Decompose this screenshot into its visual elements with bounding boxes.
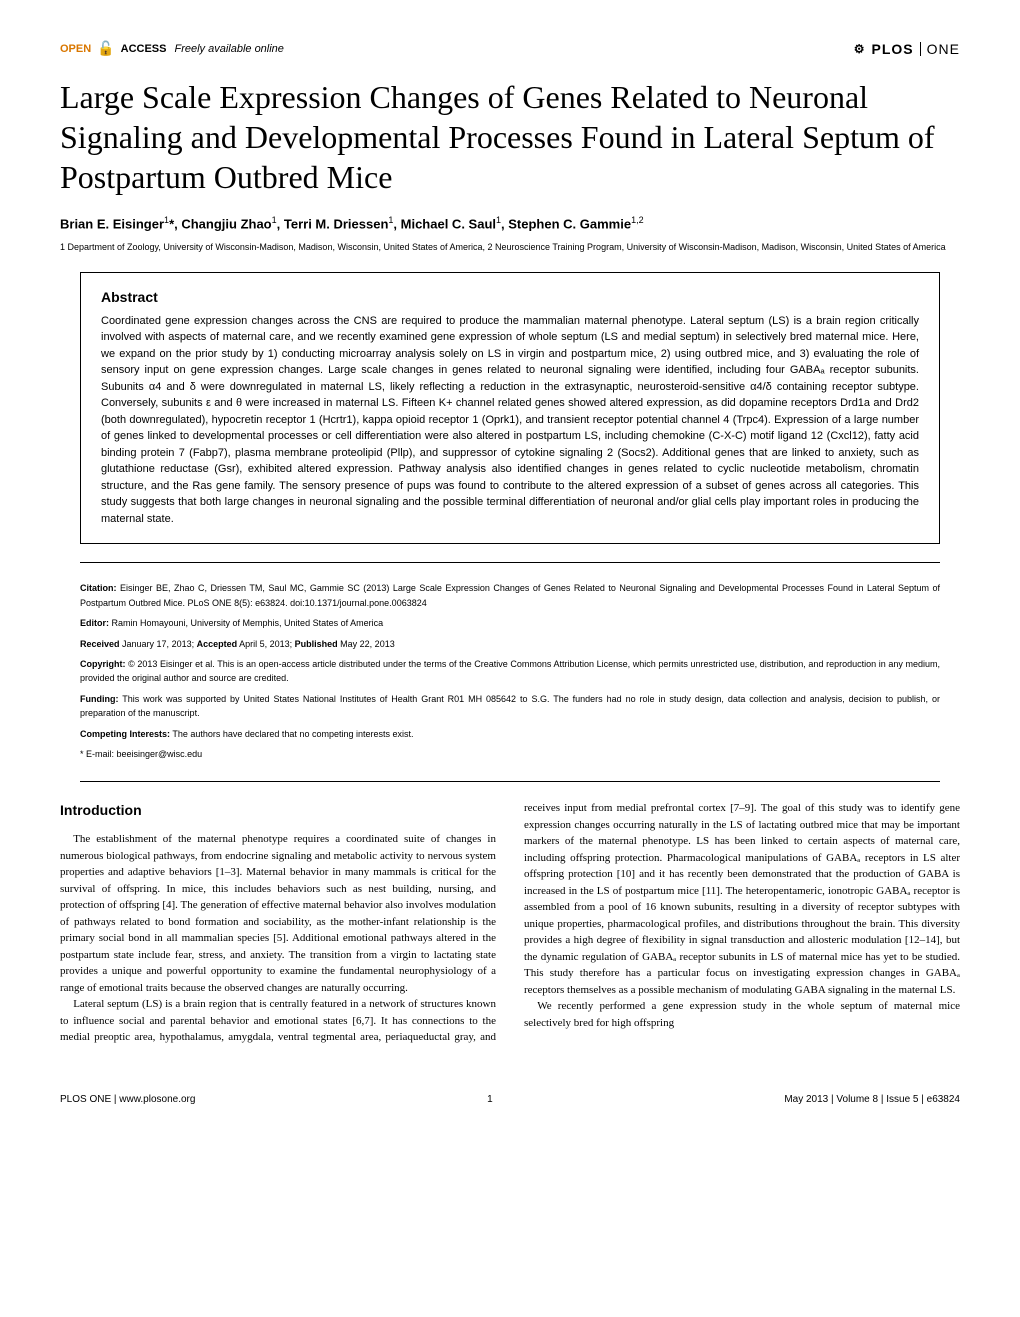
accepted-text: April 5, 2013; bbox=[237, 639, 295, 649]
divider bbox=[920, 42, 921, 56]
accepted-label: Accepted bbox=[197, 639, 238, 649]
gear-icon: ⚙ bbox=[854, 42, 866, 56]
footer-right: May 2013 | Volume 8 | Issue 5 | e63824 bbox=[784, 1094, 960, 1105]
open-access-access: ACCESS bbox=[121, 43, 167, 55]
body-columns: Introduction The establishment of the ma… bbox=[60, 800, 960, 1046]
divider-line-2 bbox=[80, 781, 940, 782]
abstract-box: Abstract Coordinated gene expression cha… bbox=[80, 272, 940, 545]
received-text: January 17, 2013; bbox=[120, 639, 197, 649]
competing-label: Competing Interests: bbox=[80, 729, 170, 739]
footer-center: 1 bbox=[487, 1094, 493, 1105]
journal-logo: ⚙ PLOS ONE bbox=[854, 41, 960, 57]
editor-label: Editor: bbox=[80, 618, 109, 628]
open-access-tagline: Freely available online bbox=[174, 43, 283, 55]
editor-line: Editor: Ramin Homayouni, University of M… bbox=[80, 616, 940, 630]
published-label: Published bbox=[295, 639, 338, 649]
journal-one: ONE bbox=[927, 41, 960, 57]
authors-line: Brian E. Eisinger1*, Changjiu Zhao1, Ter… bbox=[60, 215, 960, 231]
copyright-line: Copyright: © 2013 Eisinger et al. This i… bbox=[80, 657, 940, 686]
abstract-text: Coordinated gene expression changes acro… bbox=[101, 313, 919, 528]
funding-label: Funding: bbox=[80, 694, 118, 704]
copyright-text: © 2013 Eisinger et al. This is an open-a… bbox=[80, 659, 940, 683]
open-access-badge: OPEN 🔓 ACCESS Freely available online bbox=[60, 40, 284, 57]
affiliations: 1 Department of Zoology, University of W… bbox=[60, 241, 960, 254]
divider-line bbox=[80, 562, 940, 563]
funding-text: This work was supported by United States… bbox=[80, 694, 940, 718]
published-text: May 22, 2013 bbox=[338, 639, 395, 649]
email-line: * E-mail: beeisinger@wisc.edu bbox=[80, 747, 940, 761]
metadata-block: Citation: Eisinger BE, Zhao C, Driessen … bbox=[80, 581, 940, 761]
abstract-heading: Abstract bbox=[101, 289, 919, 305]
intro-p3: We recently performed a gene expression … bbox=[524, 998, 960, 1031]
competing-line: Competing Interests: The authors have de… bbox=[80, 727, 940, 741]
funding-line: Funding: This work was supported by Unit… bbox=[80, 692, 940, 721]
page-footer: PLOS ONE | www.plosone.org 1 May 2013 | … bbox=[60, 1086, 960, 1105]
intro-p1: The establishment of the maternal phenot… bbox=[60, 831, 496, 996]
citation-label: Citation: bbox=[80, 583, 117, 593]
copyright-label: Copyright: bbox=[80, 659, 126, 669]
editor-text: Ramin Homayouni, University of Memphis, … bbox=[109, 618, 383, 628]
dates-line: Received January 17, 2013; Accepted Apri… bbox=[80, 637, 940, 651]
citation-line: Citation: Eisinger BE, Zhao C, Driessen … bbox=[80, 581, 940, 610]
header-row: OPEN 🔓 ACCESS Freely available online ⚙ … bbox=[60, 40, 960, 57]
footer-left: PLOS ONE | www.plosone.org bbox=[60, 1094, 195, 1105]
received-label: Received bbox=[80, 639, 120, 649]
article-title: Large Scale Expression Changes of Genes … bbox=[60, 77, 960, 197]
intro-heading: Introduction bbox=[60, 800, 496, 821]
competing-text: The authors have declared that no compet… bbox=[170, 729, 413, 739]
open-access-open: OPEN bbox=[60, 43, 91, 55]
journal-plos: PLOS bbox=[872, 41, 914, 57]
lock-open-icon: 🔓 bbox=[97, 40, 114, 57]
citation-text: Eisinger BE, Zhao C, Driessen TM, Saul M… bbox=[80, 583, 940, 607]
